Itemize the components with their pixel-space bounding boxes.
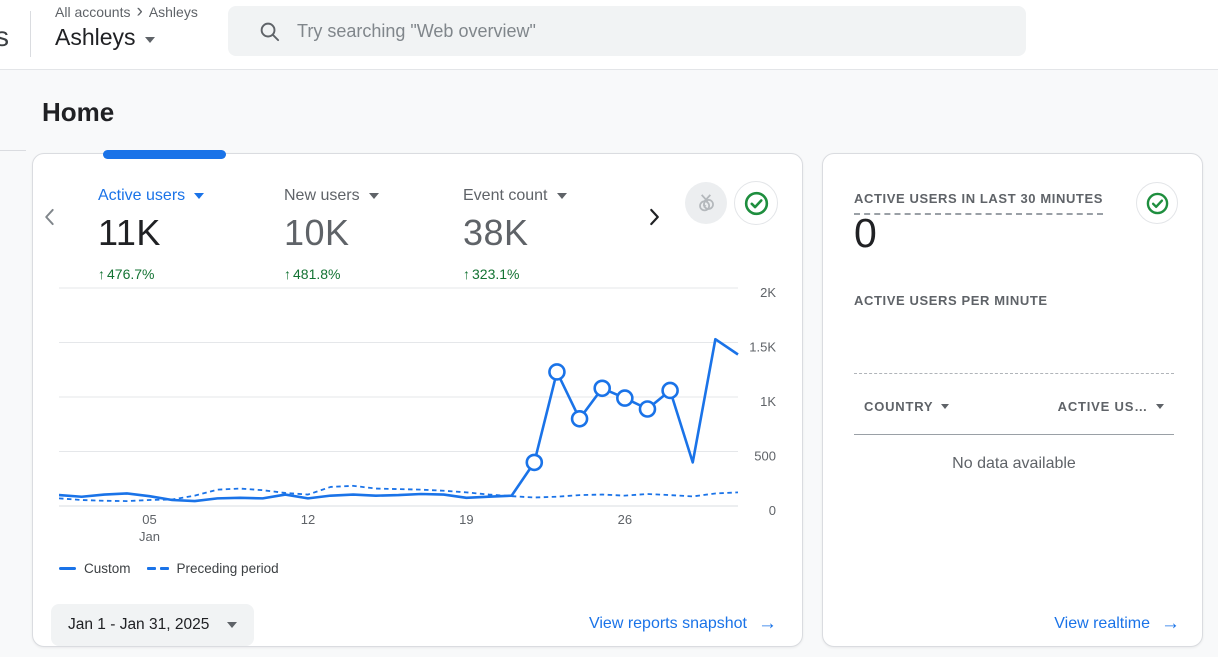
legend-label: Custom (84, 561, 131, 576)
caret-down-icon (368, 193, 379, 199)
caret-down-icon (941, 404, 950, 409)
svg-text:26: 26 (618, 512, 632, 527)
empty-state-message: No data available (952, 455, 1076, 472)
active-tab-indicator (103, 150, 226, 159)
caret-down-icon (227, 622, 238, 628)
svg-text:12: 12 (301, 512, 315, 527)
svg-text:1K: 1K (760, 394, 776, 409)
svg-text:500: 500 (754, 449, 776, 464)
metric-change: ↑ 481.8% (284, 266, 341, 282)
breadcrumb-all-accounts[interactable]: All accounts (55, 4, 131, 20)
legend-item-custom: Custom (59, 561, 131, 576)
solid-line-swatch (59, 567, 76, 570)
view-realtime-link[interactable]: View realtime → (1054, 613, 1180, 634)
chevron-left-icon[interactable] (37, 204, 63, 233)
breadcrumb-current[interactable]: Ashleys (148, 4, 198, 20)
page-title: Home (42, 97, 115, 127)
svg-text:1.5K: 1.5K (749, 340, 776, 355)
up-arrow-icon: ↑ (463, 266, 470, 282)
account-selector[interactable]: Ashleys (55, 24, 198, 51)
column-header-active-users[interactable]: ACTIVE US… (1058, 399, 1164, 414)
arrow-right-icon: → (758, 613, 777, 634)
metric-value: 38K (463, 212, 529, 253)
column-header-country[interactable]: COUNTRY (864, 399, 950, 414)
chevron-right-icon: › (136, 1, 143, 22)
svg-text:0: 0 (769, 503, 776, 518)
up-arrow-icon: ↑ (284, 266, 291, 282)
realtime-card: ACTIVE USERS IN LAST 30 MINUTES 0 ACTIVE… (822, 153, 1203, 647)
breadcrumb: All accounts › Ashleys (55, 1, 198, 22)
metric-label: Active users (98, 187, 205, 205)
search-input[interactable] (297, 20, 977, 42)
metric-label: Event count (463, 187, 567, 205)
search-icon (260, 22, 280, 41)
legend-label: Preceding period (176, 561, 279, 576)
view-reports-snapshot-link[interactable]: View reports snapshot → (588, 613, 777, 634)
legend-item-preceding-period: Preceding period (146, 561, 279, 576)
medal-icon[interactable] (685, 182, 727, 224)
search-bar[interactable] (228, 6, 1026, 56)
check-circle-icon[interactable] (1136, 182, 1178, 224)
realtime-title: ACTIVE USERS IN LAST 30 MINUTES (854, 191, 1104, 215)
caret-down-icon (144, 36, 155, 43)
metric-tab-new-users[interactable]: New users 10K ↑ 481.8% (284, 187, 379, 282)
check-circle-icon[interactable] (734, 181, 778, 225)
per-minute-chart-baseline (854, 373, 1174, 374)
chevron-right-icon[interactable] (641, 204, 667, 233)
divider (0, 150, 26, 151)
top-app-bar: s All accounts › Ashleys Ashleys (0, 0, 1218, 70)
svg-text:2K: 2K (760, 285, 776, 300)
svg-text:19: 19 (459, 512, 473, 527)
metric-value: 11K (98, 212, 161, 253)
metric-value: 10K (284, 212, 350, 253)
svg-text:Jan: Jan (139, 529, 160, 544)
active-users-30min-count: 0 (854, 210, 877, 256)
dashed-line-swatch (146, 567, 169, 570)
svg-text:05: 05 (142, 512, 156, 527)
metric-label: New users (284, 187, 379, 205)
caret-down-icon (556, 193, 567, 199)
metric-tab-active-users[interactable]: Active users 11K ↑ 476.7% (98, 187, 205, 282)
trend-chart: 0 500 1K 1.5K 2K 05 12 19 26 Jan (59, 285, 776, 544)
date-range-label: Jan 1 - Jan 31, 2025 (68, 616, 210, 633)
divider (30, 11, 31, 57)
caret-down-icon (1156, 404, 1164, 409)
home-overview-card: Active users 11K ↑ 476.7% New users 10K … (32, 150, 803, 647)
per-minute-label: ACTIVE USERS PER MINUTE (854, 293, 1048, 308)
table-header-divider (854, 434, 1174, 435)
metric-change: ↑ 476.7% (98, 266, 155, 282)
caret-down-icon (194, 193, 205, 199)
cropped-left-text: s (0, 21, 9, 52)
arrow-right-icon: → (1161, 613, 1180, 634)
chart-legend: Custom Preceding period (59, 561, 279, 576)
account-name: Ashleys (55, 24, 136, 50)
up-arrow-icon: ↑ (98, 266, 105, 282)
metric-tab-event-count[interactable]: Event count 38K ↑ 323.1% (463, 187, 567, 282)
realtime-table-header: COUNTRY ACTIVE US… (854, 399, 1174, 414)
date-range-selector[interactable]: Jan 1 - Jan 31, 2025 (51, 604, 255, 646)
metric-change: ↑ 323.1% (463, 266, 520, 282)
